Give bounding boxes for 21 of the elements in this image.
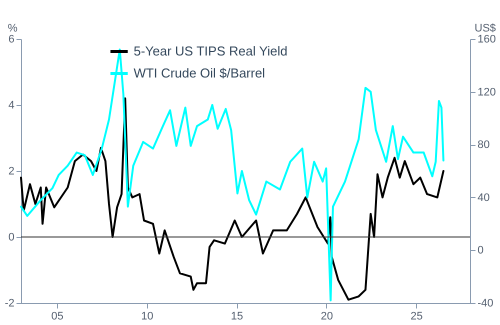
y2-tick-label: 120 bbox=[478, 86, 496, 98]
x-tick-label: 25 bbox=[410, 310, 423, 322]
y-tick-label: 6 bbox=[8, 34, 14, 46]
y-tick-label: 0 bbox=[8, 232, 14, 244]
y2-axis-title: US$ bbox=[474, 22, 496, 34]
y2-tick-label: 0 bbox=[478, 244, 484, 257]
x-tick-label: 05 bbox=[51, 310, 64, 322]
y-tick-label: 4 bbox=[8, 100, 14, 112]
y2-tick-label: 80 bbox=[478, 139, 490, 152]
y-axis-title: % bbox=[8, 22, 18, 34]
legend-label: 5-Year US TIPS Real Yield bbox=[134, 44, 288, 58]
y2-tick-label: 160 bbox=[478, 34, 496, 46]
legend-label: WTI Crude Oil $/Barrel bbox=[134, 66, 266, 80]
y2-tick-label: -40 bbox=[478, 298, 494, 310]
x-tick-label: 10 bbox=[141, 310, 154, 322]
y-tick-label: -2 bbox=[4, 298, 14, 310]
y-tick-label: 2 bbox=[8, 166, 14, 178]
x-tick-label: 20 bbox=[320, 310, 333, 322]
line-series bbox=[20, 97, 444, 301]
y2-tick-label: 40 bbox=[478, 192, 490, 204]
x-tick-label: 15 bbox=[230, 310, 244, 322]
